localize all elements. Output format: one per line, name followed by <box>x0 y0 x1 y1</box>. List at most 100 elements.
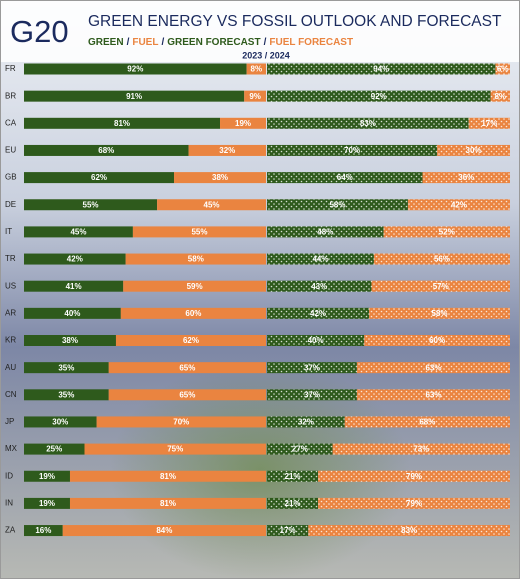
bar-segment <box>344 416 510 428</box>
bar-segment <box>371 280 510 292</box>
bar-segment <box>267 253 374 265</box>
value-label: 16% <box>35 526 51 535</box>
bar-segment <box>24 389 109 401</box>
bar-segment <box>369 307 510 319</box>
y-tick-label: TR <box>5 254 16 263</box>
legend: GREEN / FUEL / GREEN FORECAST / FUEL FORECAST <box>88 37 353 48</box>
value-label: 30% <box>466 146 482 155</box>
y-tick-label: AR <box>5 308 16 317</box>
bar-segment <box>437 144 510 156</box>
bar-segment <box>220 117 266 129</box>
value-label: 27% <box>292 445 308 454</box>
value-label: 25% <box>46 445 62 454</box>
value-label: 9% <box>249 92 261 101</box>
value-label: 32% <box>298 418 314 427</box>
bar-segment <box>267 389 357 401</box>
value-label: 73% <box>413 445 429 454</box>
bar-segment <box>96 416 266 428</box>
bar-segment <box>373 253 510 265</box>
y-tick-label: GB <box>5 173 17 182</box>
legend-entry: FUEL <box>132 37 158 48</box>
bar-segment <box>69 497 266 509</box>
value-label: 68% <box>98 146 114 155</box>
y-tick-label: IT <box>5 227 12 236</box>
value-label: 44% <box>312 255 328 264</box>
value-label: 55% <box>191 228 207 237</box>
value-label: 42% <box>67 255 83 264</box>
bar-segment <box>267 335 365 346</box>
bar-segment <box>267 497 319 509</box>
bar-segment <box>468 117 510 129</box>
bar-segment <box>267 199 408 211</box>
legend-entry: GREEN FORECAST <box>167 37 260 48</box>
value-label: 19% <box>39 499 55 508</box>
bar-segment <box>24 226 133 238</box>
value-label: 37% <box>304 363 320 372</box>
value-label: 45% <box>204 200 220 209</box>
bar-segment <box>267 63 496 75</box>
bar-segment <box>267 416 345 428</box>
value-label: 68% <box>419 418 435 427</box>
value-label: 84% <box>156 526 172 535</box>
y-tick-label: ZA <box>5 526 16 535</box>
value-label: 21% <box>285 499 301 508</box>
bar-segment <box>24 525 63 537</box>
value-label: 81% <box>114 119 130 128</box>
y-tick-label: KR <box>5 336 16 345</box>
bar-segment <box>332 443 510 455</box>
bar-segment <box>490 90 510 102</box>
value-label: 42% <box>451 200 467 209</box>
value-label: 48% <box>317 228 333 237</box>
value-label: 32% <box>219 146 235 155</box>
bar-segment <box>62 525 266 537</box>
bar-segment <box>24 90 245 102</box>
value-label: 79% <box>406 472 422 481</box>
legend-entry: FUEL FORECAST <box>269 37 353 48</box>
value-label: 19% <box>39 472 55 481</box>
bar-segment <box>267 362 357 374</box>
bar-segment <box>24 117 221 129</box>
bar-segment <box>318 497 510 509</box>
value-label: 41% <box>66 282 82 291</box>
value-label: 60% <box>185 309 201 318</box>
bar-segment <box>422 172 510 184</box>
bar-segment <box>24 144 189 156</box>
bar-segment <box>24 280 124 292</box>
value-label: 36% <box>458 173 474 182</box>
bar-segment <box>174 172 266 184</box>
y-tick-label: JP <box>5 417 14 426</box>
legend-separator: / <box>264 37 267 48</box>
value-label: 60% <box>429 336 445 345</box>
bar-segment <box>157 199 266 211</box>
value-label: 56% <box>434 255 450 264</box>
y-tick-label: US <box>5 281 16 290</box>
y-tick-label: IN <box>5 499 13 508</box>
bar-segment <box>24 335 116 346</box>
y-tick-label: EU <box>5 146 16 155</box>
value-label: 30% <box>52 418 68 427</box>
y-tick-label: CA <box>5 118 17 127</box>
bar-segment <box>108 389 266 401</box>
bar-segment <box>267 172 423 184</box>
value-label: 81% <box>160 499 176 508</box>
y-tick-label: DE <box>5 200 16 209</box>
bar-segment <box>84 443 266 455</box>
legend-separator: / <box>127 37 130 48</box>
bar-segment <box>24 63 247 75</box>
bar-segment <box>267 470 319 482</box>
y-tick-label: AU <box>5 363 16 372</box>
bar-segment <box>24 416 97 428</box>
bar-segment <box>495 63 510 75</box>
bar-segment <box>115 335 267 346</box>
value-label: 45% <box>70 228 86 237</box>
value-label: 58% <box>188 255 204 264</box>
bar-segment <box>267 144 438 156</box>
value-label: 70% <box>173 418 189 427</box>
bar-segment <box>267 117 469 129</box>
bar-segment <box>267 307 370 319</box>
bar-segment <box>24 362 109 374</box>
value-label: 21% <box>285 472 301 481</box>
bar-segment <box>308 525 510 537</box>
value-label: 92% <box>371 92 387 101</box>
